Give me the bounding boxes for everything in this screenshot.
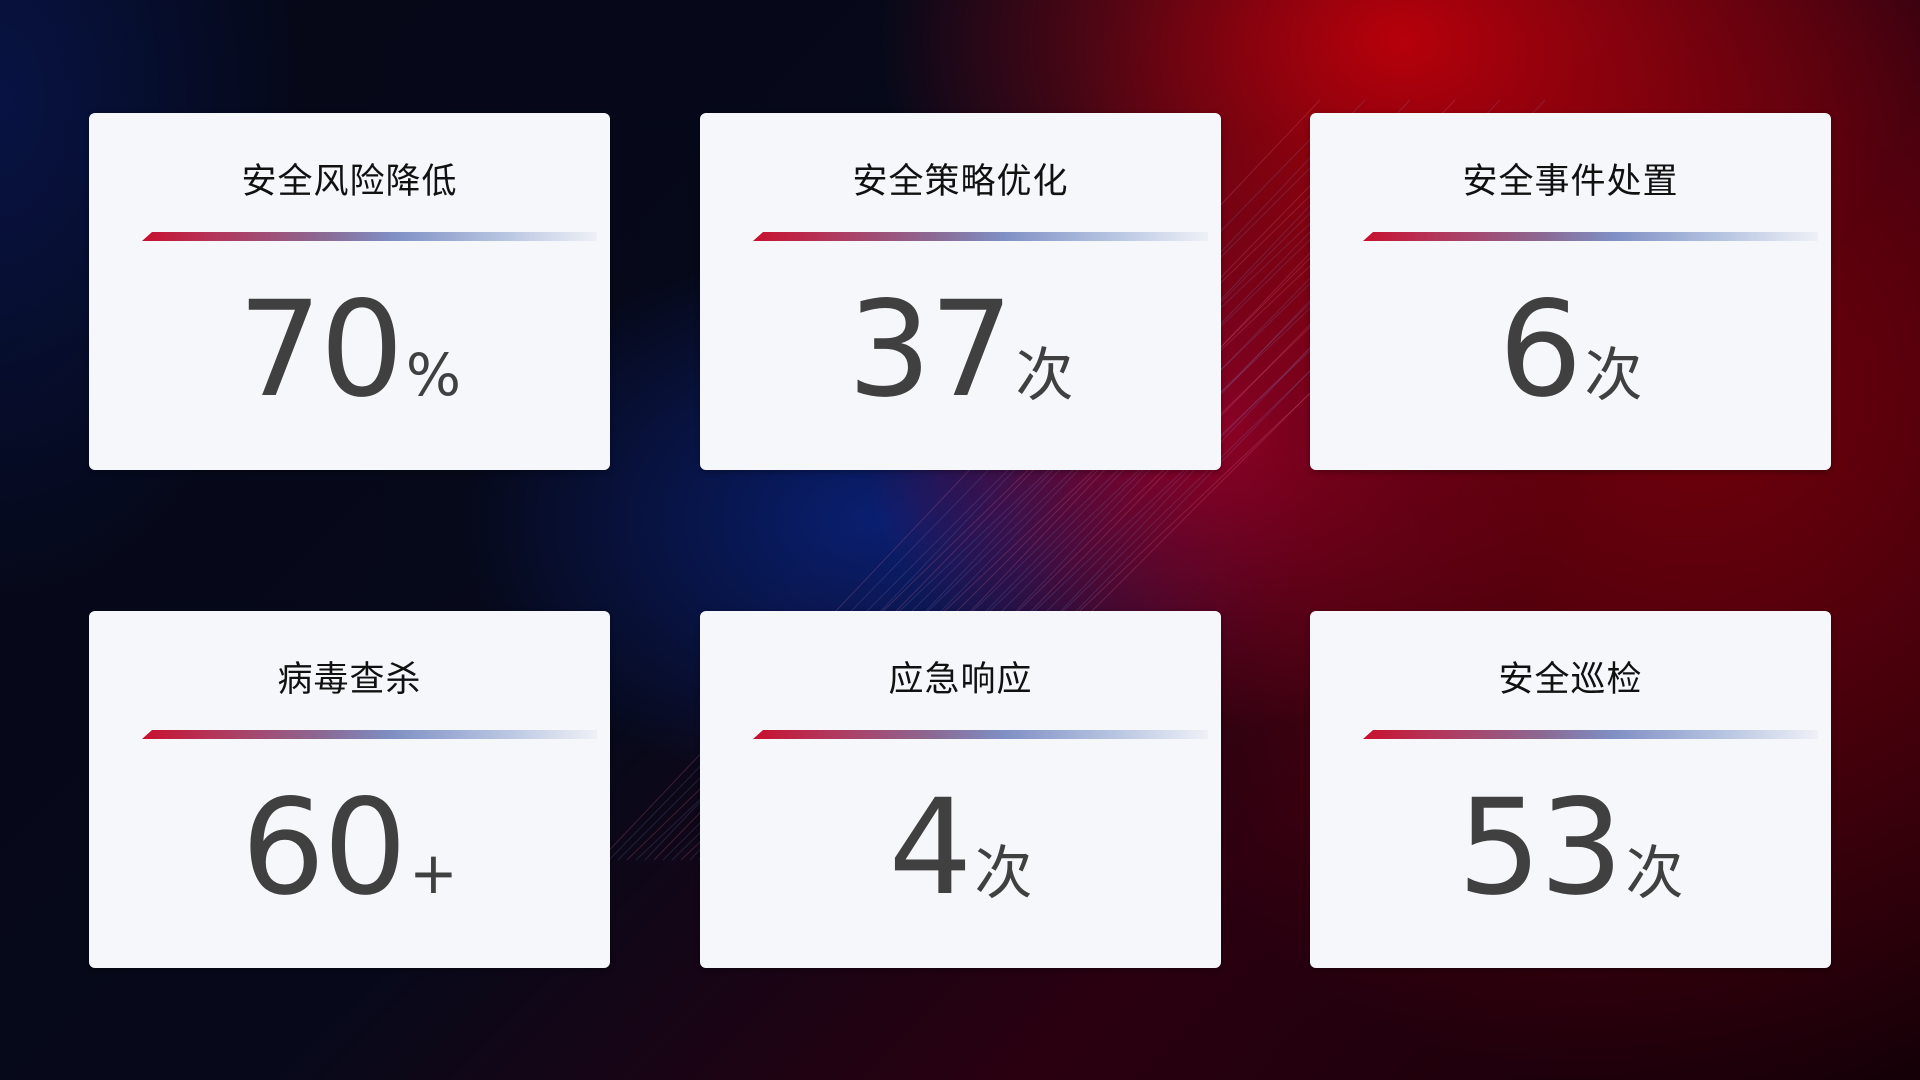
value-unit: 次 xyxy=(974,839,1033,907)
card-value: 6次 xyxy=(1310,273,1831,427)
card-title: 安全风险降低 xyxy=(241,162,458,202)
card-value: 4次 xyxy=(700,771,1221,925)
gradient-divider xyxy=(753,730,1208,739)
value-number: 53 xyxy=(1457,771,1624,925)
gradient-divider xyxy=(1363,730,1818,739)
value-unit: % xyxy=(405,341,462,409)
card-title: 病毒查杀 xyxy=(277,660,422,700)
value-number: 4 xyxy=(888,771,973,925)
value-unit: 次 xyxy=(1015,341,1074,409)
stat-card-incident-handling: 安全事件处置 6次 xyxy=(1310,113,1831,470)
card-value: 70% xyxy=(89,273,610,427)
value-number: 6 xyxy=(1498,273,1583,427)
value-unit: 次 xyxy=(1625,839,1684,907)
stat-card-risk-reduction: 安全风险降低 70% xyxy=(89,113,610,470)
card-title: 安全策略优化 xyxy=(852,162,1069,202)
stat-card-virus-removal: 病毒查杀 60+ xyxy=(89,611,610,968)
card-title: 应急响应 xyxy=(888,660,1033,700)
card-title: 安全事件处置 xyxy=(1462,162,1679,202)
card-value: 60+ xyxy=(89,771,610,925)
card-title: 安全巡检 xyxy=(1498,660,1643,700)
value-unit: + xyxy=(409,839,458,907)
card-value: 37次 xyxy=(700,273,1221,427)
gradient-divider xyxy=(142,232,597,241)
gradient-divider xyxy=(142,730,597,739)
value-number: 60 xyxy=(241,771,407,925)
gradient-divider xyxy=(1363,232,1818,241)
value-number: 70 xyxy=(237,273,404,427)
stat-card-policy-optimization: 安全策略优化 37次 xyxy=(700,113,1221,470)
value-unit: 次 xyxy=(1584,341,1643,409)
value-number: 37 xyxy=(847,273,1014,427)
stat-card-security-patrol: 安全巡检 53次 xyxy=(1310,611,1831,968)
stat-card-emergency-response: 应急响应 4次 xyxy=(700,611,1221,968)
card-value: 53次 xyxy=(1310,771,1831,925)
gradient-divider xyxy=(753,232,1208,241)
